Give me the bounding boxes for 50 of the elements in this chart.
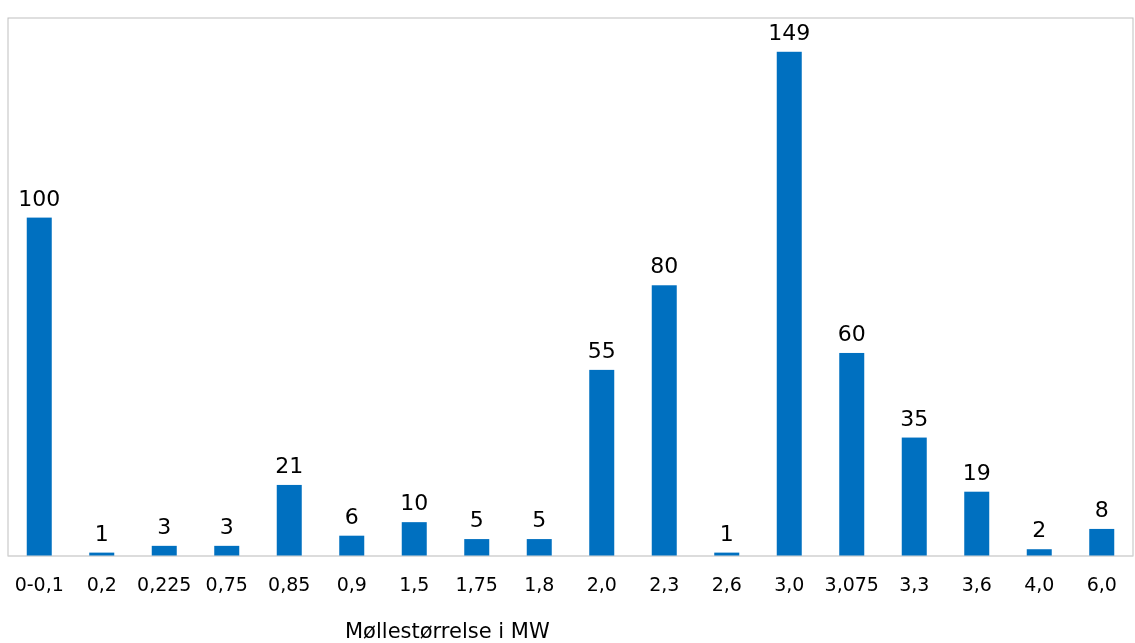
bar [776,51,802,556]
x-tick-label: 2,6 [711,573,742,595]
data-label: 5 [469,507,484,533]
data-label: 3 [157,513,172,539]
data-label: 3 [219,513,234,539]
data-label: 1 [94,520,109,546]
data-label: 149 [768,19,811,45]
bar [401,522,427,556]
bar [276,484,302,556]
bar [526,539,552,556]
data-label: 55 [587,337,616,363]
data-label: 5 [532,507,547,533]
x-tick-label: 0,75 [205,573,248,595]
data-label: 1 [719,520,734,546]
x-tick-label: 3,6 [961,573,992,595]
bar [1089,528,1115,556]
data-label: 6 [344,503,359,529]
x-tick-label: 2,0 [586,573,617,595]
x-tick-label: 2,3 [649,573,680,595]
x-tick-label: 6,0 [1086,573,1117,595]
data-label: 80 [650,253,679,279]
bar [26,217,52,556]
x-tick-label: 3,0 [774,573,805,595]
bar [464,539,490,556]
data-label: 60 [837,320,866,346]
data-label: 10 [400,490,429,516]
x-axis-title: Møllestørrelse i MW [345,619,550,643]
bar [589,369,615,556]
x-tick-label: 3,3 [899,573,930,595]
data-label: 2 [1032,517,1047,543]
bar [339,535,365,556]
bar [964,491,990,556]
data-label: 8 [1094,496,1109,522]
x-tick-label: 3,075 [824,573,879,595]
x-tick-label: 0,9 [336,573,367,595]
x-tick-label: 1,75 [455,573,498,595]
data-label: 21 [275,452,304,478]
x-tick-label: 1,5 [399,573,430,595]
bar [901,437,927,556]
bar [839,352,865,556]
x-tick-label: 0,2 [86,573,117,595]
x-tick-label: 0-0,1 [14,573,64,595]
x-tick-label: 4,0 [1024,573,1055,595]
data-label: 35 [900,405,929,431]
data-label: 100 [18,185,61,211]
x-tick-label: 0,85 [268,573,311,595]
bar [651,285,677,556]
x-tick-label: 1,8 [524,573,555,595]
data-label: 19 [962,459,991,485]
x-tick-label: 0,225 [137,573,192,595]
